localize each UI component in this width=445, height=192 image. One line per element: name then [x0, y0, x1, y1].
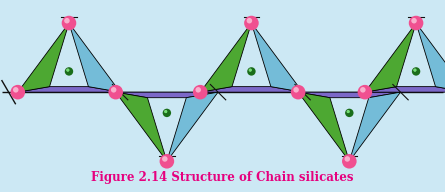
Circle shape	[413, 69, 417, 72]
Polygon shape	[116, 92, 218, 98]
Circle shape	[291, 85, 305, 99]
Polygon shape	[349, 92, 400, 161]
Polygon shape	[18, 23, 69, 92]
Circle shape	[344, 156, 350, 162]
Circle shape	[160, 154, 174, 169]
Circle shape	[164, 110, 167, 113]
Text: Figure 2.14 Structure of Chain silicates: Figure 2.14 Structure of Chain silicates	[91, 171, 354, 184]
Circle shape	[13, 87, 19, 93]
Polygon shape	[298, 92, 349, 161]
Circle shape	[195, 87, 201, 93]
Circle shape	[358, 85, 372, 99]
Circle shape	[111, 87, 117, 93]
Circle shape	[244, 16, 259, 30]
Circle shape	[163, 109, 171, 117]
Polygon shape	[116, 92, 167, 161]
Circle shape	[411, 18, 417, 23]
Polygon shape	[298, 92, 400, 98]
Circle shape	[293, 87, 299, 93]
Polygon shape	[365, 23, 416, 92]
Circle shape	[249, 69, 252, 71]
Circle shape	[62, 16, 76, 30]
Circle shape	[11, 85, 25, 99]
Circle shape	[360, 87, 366, 93]
Polygon shape	[251, 23, 303, 92]
Polygon shape	[416, 23, 445, 92]
Polygon shape	[69, 23, 120, 92]
Circle shape	[162, 156, 168, 162]
Circle shape	[347, 110, 350, 113]
Circle shape	[165, 110, 167, 113]
Polygon shape	[18, 87, 120, 92]
Circle shape	[247, 18, 252, 23]
Circle shape	[345, 109, 353, 117]
Polygon shape	[200, 87, 303, 92]
Circle shape	[414, 69, 417, 71]
Circle shape	[249, 69, 252, 72]
Circle shape	[67, 69, 69, 71]
Circle shape	[66, 69, 69, 72]
Circle shape	[409, 16, 423, 30]
Polygon shape	[365, 87, 445, 92]
Circle shape	[193, 85, 207, 99]
Circle shape	[347, 110, 350, 113]
Polygon shape	[200, 23, 251, 92]
Circle shape	[342, 154, 356, 169]
Circle shape	[109, 85, 123, 99]
Circle shape	[247, 67, 255, 76]
Polygon shape	[167, 92, 218, 161]
Circle shape	[64, 18, 70, 23]
Circle shape	[65, 67, 73, 76]
Circle shape	[412, 67, 420, 76]
